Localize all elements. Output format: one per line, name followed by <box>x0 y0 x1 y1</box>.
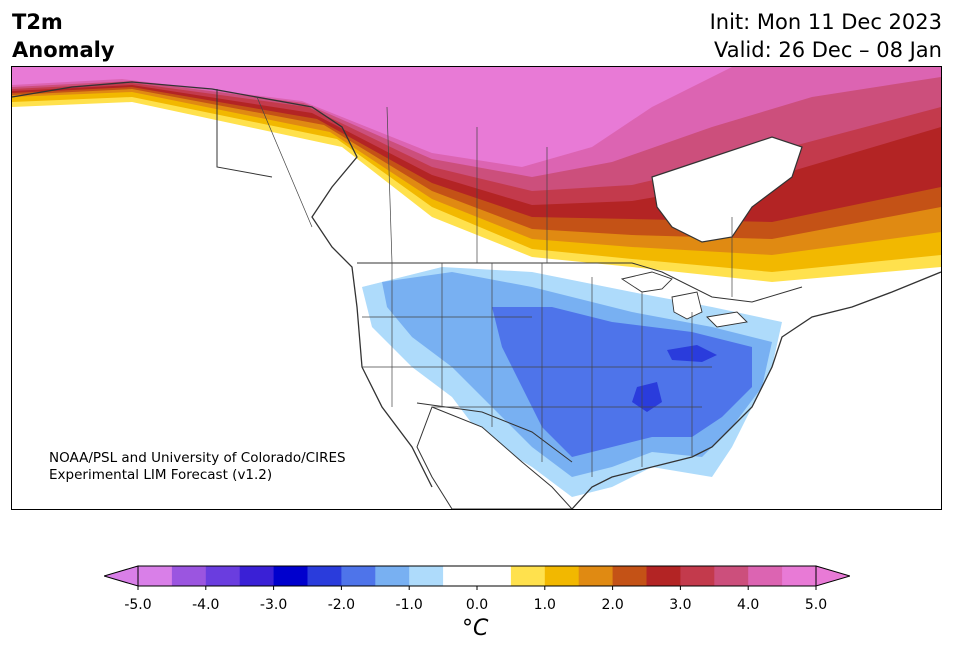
colorbar-tick-label: 3.0 <box>669 597 692 613</box>
colorbar-swatch <box>510 566 546 586</box>
colorbar-swatch <box>714 566 749 586</box>
anomaly-contour-cold-3 <box>492 307 752 457</box>
colorbar-swatch <box>544 566 580 586</box>
admin-boundaries <box>256 96 733 477</box>
hudson-bay <box>651 136 803 243</box>
colorbar <box>104 565 850 590</box>
colorbar-extend-min <box>104 565 139 587</box>
colorbar-swatch <box>443 566 478 586</box>
great-lakes <box>620 271 748 328</box>
map-title: T2m Anomaly <box>12 8 115 64</box>
colorbar-tick-label: 1.0 <box>533 597 556 613</box>
colorbar-swatch <box>341 566 376 586</box>
anomaly-map: NOAA/PSL and University of Colorado/CIRE… <box>11 66 942 510</box>
colorbar-tick-label: -3.0 <box>259 597 288 613</box>
colorbar-swatch <box>646 566 681 586</box>
colorbar-swatch <box>138 566 173 586</box>
colorbar-unit: °C <box>462 616 489 641</box>
title-line-1: T2m <box>12 10 63 34</box>
colorbar-swatch <box>307 566 342 586</box>
us-canada-border <box>357 262 803 303</box>
coastline <box>12 81 941 509</box>
anomaly-contour-warm-9 <box>12 67 732 167</box>
pacific-ocean <box>12 157 422 509</box>
colorbar-swatch <box>375 566 410 586</box>
anomaly-contour-cold-4 <box>632 345 717 412</box>
credit-line-2: Experimental LIM Forecast (v1.2) <box>49 467 273 483</box>
colorbar-swatch <box>273 566 308 586</box>
colorbar-swatch <box>578 566 614 586</box>
colorbar-tick-label: -2.0 <box>327 597 356 613</box>
colorbar-swatch <box>612 566 647 586</box>
data-credit: NOAA/PSL and University of Colorado/CIRE… <box>49 450 346 484</box>
colorbar-tick-label: -1.0 <box>395 597 423 613</box>
colorbar-swatch <box>409 566 444 586</box>
title-line-2: Anomaly <box>12 38 115 62</box>
init-date: Init: Mon 11 Dec 2023 <box>709 10 942 34</box>
map-svg <box>12 67 941 509</box>
colorbar-swatch <box>782 566 817 586</box>
colorbar-tick-label: 5.0 <box>804 597 828 613</box>
valid-period: Valid: 26 Dec – 08 Jan <box>713 38 942 62</box>
colorbar-swatch <box>748 566 783 586</box>
alaska-border <box>216 89 273 178</box>
colorbar-swatch <box>477 566 512 586</box>
colorbar-swatch <box>239 566 275 586</box>
colorbar-tick-label: 4.0 <box>737 597 760 613</box>
us-mexico-border <box>416 402 573 463</box>
atlantic-ocean <box>712 287 941 509</box>
colorbar-tick-label: -4.0 <box>192 597 220 613</box>
colorbar-tick-label: -5.0 <box>124 597 152 613</box>
forecast-dates: Init: Mon 11 Dec 2023 Valid: 26 Dec – 08… <box>710 8 942 64</box>
colorbar-tick-label: 2.0 <box>601 597 624 613</box>
credit-line-1: NOAA/PSL and University of Colorado/CIRE… <box>49 450 346 466</box>
colorbar-extend-max <box>815 565 850 587</box>
mexico-landmass <box>416 406 573 509</box>
colorbar-swatch <box>171 566 207 586</box>
colorbar-tick-label: 0.0 <box>465 597 489 613</box>
colorbar-swatch <box>680 566 715 586</box>
colorbar-swatch <box>205 566 241 586</box>
